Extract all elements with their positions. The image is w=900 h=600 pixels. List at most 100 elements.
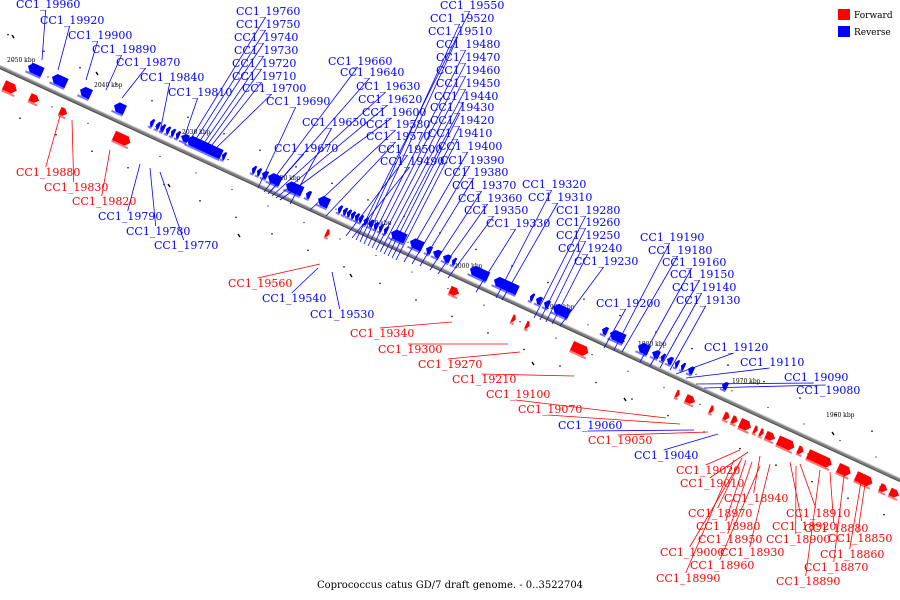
gene-label: CC1_19120: [704, 341, 768, 354]
leader-line: [57, 25, 71, 71]
gene-label: CC1_19320: [522, 178, 586, 191]
leader-line: [41, 9, 47, 61]
gene-label: CC1_19520: [430, 12, 494, 25]
gene-label: CC1_19270: [418, 358, 482, 371]
reverse-gene-arrow: [685, 366, 696, 377]
leader-line: [71, 119, 75, 183]
reverse-gene-arrow: [371, 221, 380, 232]
gene-label: CC1_19040: [634, 449, 698, 462]
forward-gene-arrow: [707, 405, 714, 416]
gene-label: CC1_19340: [350, 327, 414, 340]
gene-label: CC1_19050: [588, 434, 652, 447]
gene-label: CC1_18850: [828, 532, 892, 545]
gene-label: CC1_18970: [688, 507, 752, 520]
gene-label: CC1_19510: [428, 25, 492, 38]
gene-label: CC1_18960: [690, 559, 754, 572]
gene-label: CC1_19690: [266, 95, 330, 108]
gene-label: CC1_19660: [328, 55, 392, 68]
gene-arrows: [1, 62, 900, 502]
gene-label: CC1_19330: [486, 217, 550, 230]
gene-label: CC1_19500: [378, 143, 442, 156]
gene-label: CC1_19700: [242, 82, 306, 95]
gene-label: CC1_19570: [366, 130, 430, 143]
gene-label: CC1_18860: [820, 548, 884, 561]
leader-line: [367, 49, 467, 247]
reverse-gene-arrow: [449, 257, 458, 268]
gene-label: CC1_19790: [98, 210, 162, 223]
leader-line: [587, 429, 695, 432]
kbp-label: 1980 kbp: [638, 341, 667, 348]
gene-label: CC1_19560: [228, 277, 292, 290]
reverse-gene-arrow: [467, 265, 491, 284]
gene-label: CC1_19100: [486, 388, 550, 401]
reverse-gene-arrow: [49, 73, 69, 90]
reverse-gene-arrow: [527, 293, 536, 304]
gene-label: CC1_19470: [436, 51, 500, 64]
leader-line: [275, 104, 388, 199]
reverse-gene-arrow: [366, 219, 375, 230]
reverse-gene-arrow: [440, 254, 452, 266]
leader-line: [159, 171, 185, 241]
leader-line: [149, 167, 157, 227]
leader-line: [201, 55, 265, 147]
kbp-label: 2030 kbp: [182, 129, 211, 136]
forward-gene-arrow: [27, 93, 40, 107]
leader-line: [395, 138, 459, 261]
leader-line: [193, 29, 267, 143]
reverse-gene-arrow: [719, 381, 730, 393]
reverse-gene-arrow: [407, 238, 425, 254]
forward-gene-arrow: [1, 80, 17, 98]
gene-label: CC1_19650: [302, 116, 366, 129]
gene-label: CC1_18930: [720, 546, 784, 559]
leader-line: [271, 91, 386, 197]
reverse-gene-arrow: [283, 181, 305, 199]
leader-line: [717, 457, 743, 509]
reverse-gene-arrow: [111, 102, 127, 117]
gene-label: CC1_19370: [452, 179, 516, 192]
gene-label: CC1_19310: [528, 191, 592, 204]
gene-label: CC1_19110: [740, 356, 804, 369]
leader-line: [799, 463, 817, 509]
reverse-gene-arrow: [381, 226, 390, 237]
reverse-gene-arrow: [533, 296, 544, 307]
leader-line: [325, 141, 396, 217]
reverse-gene-arrow: [430, 249, 442, 261]
forward-gene-arrow: [57, 106, 68, 120]
leader-line: [669, 305, 707, 371]
gene-label: CC1_19000: [660, 546, 724, 559]
gene-label: CC1_19360: [458, 192, 522, 205]
gene-label: CC1_19420: [430, 114, 494, 127]
leader-line: [379, 88, 467, 253]
leader-line: [363, 36, 459, 245]
leader-line: [719, 465, 761, 561]
leader-line: [603, 308, 627, 349]
forward-gene-arrow: [447, 285, 460, 300]
leader-line: [621, 255, 679, 353]
leader-line: [545, 240, 587, 323]
gene-label: CC1_19090: [784, 371, 848, 384]
leader-line: [659, 292, 703, 369]
forward-gene-arrow: [721, 411, 730, 424]
legend-reverse-swatch: [838, 26, 850, 37]
gene-label: CC1_19490: [380, 155, 444, 168]
gene-label: CC1_19410: [428, 127, 492, 140]
reverse-gene-arrow: [147, 119, 156, 129]
gene-label: CC1_19780: [126, 225, 190, 238]
gene-label: CC1_19580: [366, 118, 430, 131]
gene-label: CC1_19730: [234, 44, 298, 57]
leader-line: [105, 54, 123, 91]
reverse-gene-arrow: [178, 134, 190, 145]
gene-label: CC1_19060: [558, 419, 622, 432]
reverse-gene-arrow: [153, 121, 162, 132]
forward-gene-arrow: [835, 463, 851, 480]
gene-label: CC1_19530: [310, 308, 374, 321]
leader-line: [805, 469, 821, 577]
gene-label: CC1_19450: [436, 77, 500, 90]
gene-label: CC1_19710: [232, 70, 296, 83]
gene-label: CC1_19130: [676, 294, 740, 307]
forward-gene-arrow: [737, 418, 751, 434]
leader-line: [725, 459, 747, 522]
forward-gene-arrow: [729, 415, 738, 427]
leader-line: [675, 352, 734, 375]
forward-gene-arrow: [877, 483, 888, 496]
